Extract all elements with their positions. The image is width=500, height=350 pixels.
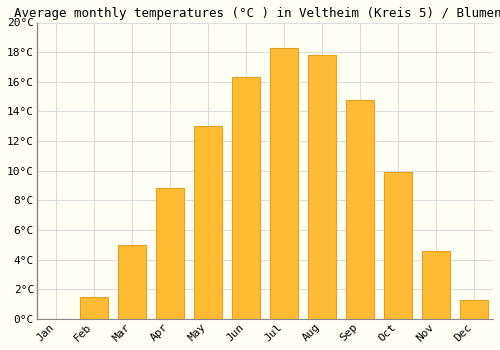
Bar — [156, 189, 184, 319]
Bar — [118, 245, 146, 319]
Bar — [346, 99, 374, 319]
Bar — [194, 126, 222, 319]
Bar — [384, 172, 412, 319]
Title: Average monthly temperatures (°C ) in Veltheim (Kreis 5) / Blumenau: Average monthly temperatures (°C ) in Ve… — [14, 7, 500, 20]
Bar — [80, 297, 108, 319]
Bar — [422, 251, 450, 319]
Bar — [308, 55, 336, 319]
Bar — [270, 48, 298, 319]
Bar — [232, 77, 260, 319]
Bar — [460, 300, 488, 319]
